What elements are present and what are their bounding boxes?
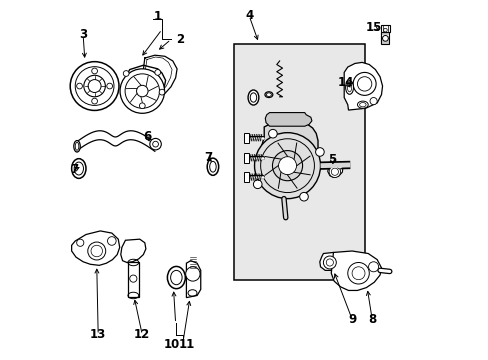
Polygon shape [330,251,381,291]
Text: 9: 9 [347,312,355,326]
Text: 4: 4 [244,9,253,22]
Polygon shape [319,252,339,270]
Ellipse shape [207,158,218,175]
Polygon shape [265,113,311,126]
Circle shape [107,237,116,245]
Ellipse shape [247,90,258,105]
Ellipse shape [345,81,353,94]
Circle shape [77,239,83,246]
Circle shape [129,275,137,282]
Ellipse shape [357,101,367,108]
Polygon shape [128,262,139,297]
Circle shape [70,62,119,111]
Circle shape [272,150,302,181]
Bar [381,32,388,44]
Circle shape [77,83,82,89]
Text: 2: 2 [176,33,183,46]
Circle shape [315,148,324,156]
Circle shape [352,72,375,95]
Text: 5: 5 [327,153,336,166]
Circle shape [383,28,386,32]
Text: 7: 7 [70,163,78,176]
Text: 6: 6 [142,130,151,144]
Circle shape [323,256,336,269]
Bar [244,133,248,143]
Bar [233,44,364,280]
Text: 14: 14 [337,76,353,89]
Circle shape [328,166,340,177]
Polygon shape [121,239,145,262]
Circle shape [106,83,112,89]
Ellipse shape [167,266,185,289]
Circle shape [347,262,368,284]
Circle shape [253,180,262,189]
Circle shape [254,133,320,199]
Polygon shape [260,120,317,169]
Circle shape [368,262,378,272]
Circle shape [369,98,376,105]
Bar [244,172,248,182]
Text: 1: 1 [153,10,162,23]
Circle shape [92,68,97,74]
Text: 11: 11 [178,338,194,351]
Text: 7: 7 [203,151,212,164]
Circle shape [92,98,97,104]
Text: 3: 3 [79,28,87,41]
Bar [380,25,389,32]
Circle shape [159,89,164,95]
Text: 13: 13 [90,328,106,341]
Circle shape [268,129,277,138]
Circle shape [155,69,160,75]
Circle shape [83,75,105,97]
Circle shape [299,192,307,201]
Polygon shape [344,62,382,110]
Polygon shape [186,261,201,298]
Circle shape [185,267,200,281]
Ellipse shape [74,140,80,152]
Polygon shape [122,65,165,108]
Text: 8: 8 [367,312,376,326]
Text: 10: 10 [163,338,180,351]
Circle shape [123,71,129,76]
Circle shape [120,69,164,113]
Polygon shape [327,164,343,177]
Circle shape [337,164,342,169]
Polygon shape [72,231,120,265]
Ellipse shape [264,92,272,98]
Circle shape [278,157,296,175]
Text: 12: 12 [134,328,150,341]
Circle shape [88,242,105,260]
Text: 15: 15 [366,21,382,34]
Bar [244,153,248,163]
Circle shape [149,138,161,150]
Circle shape [382,36,387,41]
Ellipse shape [72,159,86,179]
Circle shape [139,103,145,109]
